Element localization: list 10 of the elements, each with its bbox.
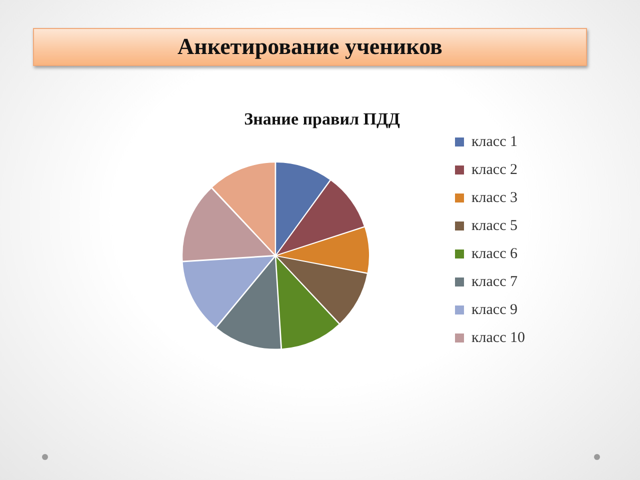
legend-label: класс 1	[472, 134, 518, 150]
legend-label: класс 9	[472, 302, 518, 318]
legend-label: класс 5	[472, 218, 518, 234]
legend-label: класс 2	[472, 162, 518, 178]
legend-label: класс 10	[472, 330, 526, 346]
legend-label: класс 6	[472, 246, 518, 262]
legend-label: класс 3	[472, 190, 518, 206]
chart-title: Анкетирование учеников	[178, 34, 442, 60]
legend-label: класс 7	[472, 274, 518, 290]
chart-subtitle: Знание правил ПДД	[244, 110, 400, 129]
